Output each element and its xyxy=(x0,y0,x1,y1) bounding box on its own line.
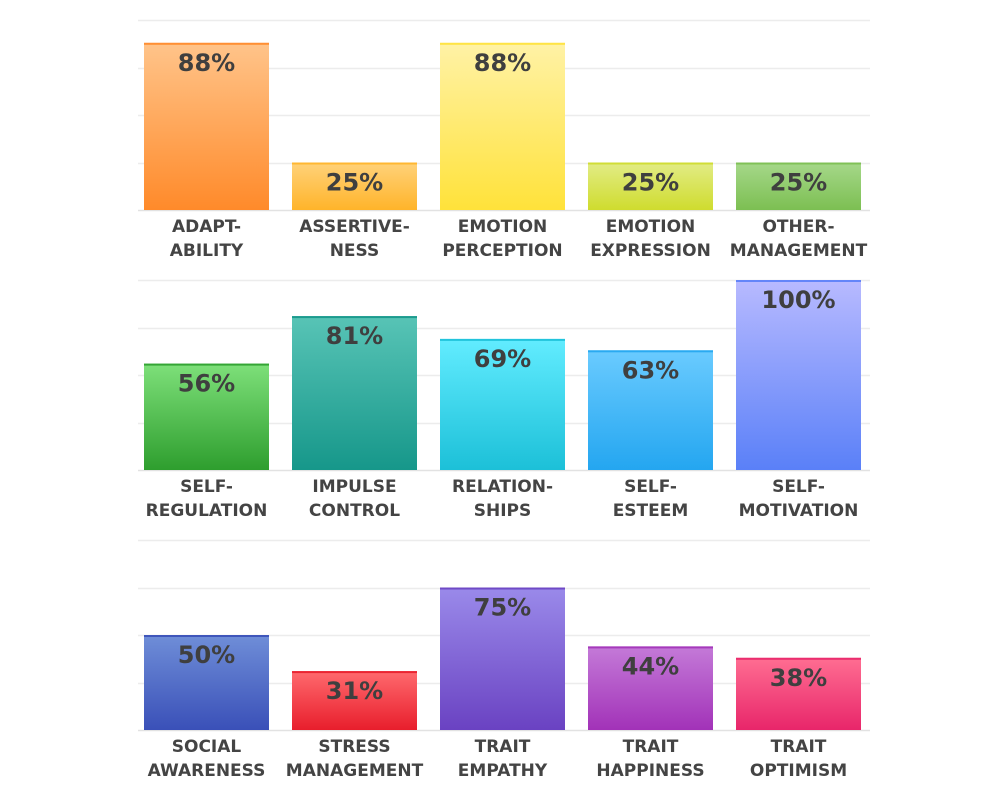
category-label: SELF- xyxy=(624,477,677,497)
category-label: TRAIT xyxy=(771,737,827,757)
bar xyxy=(292,162,417,210)
data-label: 88% xyxy=(474,49,531,77)
data-label: 56% xyxy=(178,370,235,398)
data-label: 63% xyxy=(622,356,679,384)
bar-top-edge xyxy=(736,657,861,660)
category-label: OPTIMISM xyxy=(750,761,847,781)
category-label: AWARENESS xyxy=(148,761,266,781)
data-label: 88% xyxy=(178,49,235,77)
bar xyxy=(440,338,565,470)
category-label: OTHER- xyxy=(762,217,834,237)
category-label: REGULATION xyxy=(146,501,268,521)
bar-top-edge xyxy=(588,350,713,353)
chart-panel-3: 50% SOCIAL AWARENESS 31% STRESS MANAGEMENT 75%… xyxy=(138,539,870,781)
data-label: 31% xyxy=(326,677,383,705)
category-label: ESTEEM xyxy=(613,501,689,521)
bar xyxy=(144,635,269,730)
data-label: 25% xyxy=(622,169,679,197)
bar xyxy=(292,671,417,730)
category-label: SOCIAL xyxy=(172,737,242,757)
bar-top-edge xyxy=(440,338,565,341)
category-label: ASSERTIVE- xyxy=(299,217,410,237)
category-label: SELF- xyxy=(180,477,233,497)
category-label: RELATION- xyxy=(452,477,553,497)
bar-top-edge xyxy=(588,162,713,165)
bar xyxy=(292,316,417,470)
bar xyxy=(588,350,713,470)
bar xyxy=(144,42,269,210)
category-label: EMOTION xyxy=(606,217,696,237)
category-label: EMOTION xyxy=(458,217,548,237)
bar-top-edge xyxy=(292,316,417,319)
chart-panel-2: 56% SELF- REGULATION 81% IMPULSE CONTROL 69% RE… xyxy=(138,279,870,521)
category-label: SELF- xyxy=(772,477,825,497)
category-label: STRESS xyxy=(318,737,390,757)
data-label: 50% xyxy=(178,641,235,669)
bar-top-edge xyxy=(588,646,713,649)
category-label: IMPULSE xyxy=(312,477,396,497)
category-label: TRAIT xyxy=(475,737,531,757)
category-label: EXPRESSION xyxy=(590,241,711,261)
bar xyxy=(588,162,713,210)
bar xyxy=(736,280,861,470)
bar xyxy=(440,587,565,730)
bar-top-edge xyxy=(144,363,269,366)
bar xyxy=(144,363,269,470)
data-label: 100% xyxy=(761,286,835,314)
bar xyxy=(736,162,861,210)
bar xyxy=(588,646,713,730)
category-label: SHIPS xyxy=(474,501,532,521)
bar-top-edge xyxy=(440,42,565,45)
bar-top-edge xyxy=(736,280,861,282)
category-label: PERCEPTION xyxy=(442,241,562,261)
category-label: CONTROL xyxy=(309,501,400,521)
category-label: MOTIVATION xyxy=(739,501,859,521)
bar xyxy=(736,657,861,730)
category-label: MANAGEMENT xyxy=(730,241,868,261)
category-label: EMPATHY xyxy=(458,761,548,781)
bar-top-edge xyxy=(440,587,565,590)
bar-top-edge xyxy=(144,635,269,637)
category-label: NESS xyxy=(330,241,380,261)
category-label: ADAPT- xyxy=(172,217,241,237)
category-label: MANAGEMENT xyxy=(286,761,424,781)
data-label: 44% xyxy=(622,652,679,680)
data-label: 38% xyxy=(770,664,827,692)
bar-top-edge xyxy=(736,162,861,165)
category-label: TRAIT xyxy=(623,737,679,757)
data-label: 81% xyxy=(326,322,383,350)
data-label: 25% xyxy=(770,169,827,197)
data-label: 75% xyxy=(474,594,531,622)
bar-top-edge xyxy=(144,42,269,45)
category-label: HAPPINESS xyxy=(596,761,704,781)
data-label: 25% xyxy=(326,169,383,197)
category-label: ABILITY xyxy=(170,241,244,261)
bar-top-edge xyxy=(292,162,417,165)
chart-panel-1: 88% ADAPT- ABILITY 25% ASSERTIVE- NESS 88% EMOT… xyxy=(138,19,870,261)
bar-top-edge xyxy=(292,671,417,674)
data-label: 69% xyxy=(474,345,531,373)
bar xyxy=(440,42,565,210)
